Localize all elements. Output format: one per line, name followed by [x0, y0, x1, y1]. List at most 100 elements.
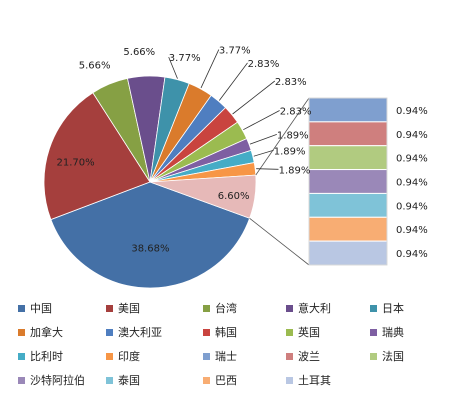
secondary-bar-segment: [308, 121, 388, 147]
legend-swatch: [203, 376, 210, 384]
legend-swatch: [106, 376, 113, 384]
pie-slice-label: 21.70%: [57, 157, 95, 168]
legend-label: 巴西: [215, 374, 237, 387]
legend-label: 加拿大: [30, 326, 63, 339]
leader-line: [243, 110, 280, 131]
legend-swatch: [18, 376, 25, 384]
leader-line: [256, 168, 279, 170]
pie-slice-label: 1.89%: [277, 130, 309, 141]
pie-slice-label: 2.83%: [275, 77, 307, 88]
legend-label: 澳大利亚: [118, 326, 162, 339]
legend-item: 瑞士: [203, 348, 237, 364]
pie-slice-label: 3.77%: [169, 53, 201, 64]
secondary-stacked-bar: [308, 97, 388, 266]
legend-swatch: [286, 304, 293, 312]
pie-slice: [149, 174, 257, 219]
legend-swatch: [203, 352, 210, 360]
legend-item: 美国: [106, 300, 140, 316]
legend-label: 韩国: [215, 326, 237, 339]
legend-label: 沙特阿拉伯: [30, 374, 85, 387]
legend-item: 英国: [286, 324, 320, 340]
pie-slice: [43, 92, 151, 221]
legend-label: 比利时: [30, 350, 63, 363]
legend-swatch: [203, 328, 210, 336]
legend-item: 巴西: [203, 372, 237, 388]
legend-label: 土耳其: [298, 374, 331, 387]
legend-item: 澳大利亚: [106, 324, 162, 340]
secondary-bar-segment: [308, 145, 388, 171]
connector-line: [255, 97, 310, 176]
pie-of-pie-chart: 38.68% 21.70% 5.66% 5.66% 3.77% 3.77% 2.83% 2.8…: [43, 46, 428, 289]
legend-row: 沙特阿拉伯 泰国 巴西 土耳其: [18, 372, 448, 388]
legend-swatch: [203, 304, 210, 312]
legend-label: 印度: [118, 350, 140, 363]
legend-swatch: [370, 352, 377, 360]
legend-item: 日本: [370, 300, 404, 316]
secondary-bar-segment: [308, 169, 388, 194]
pie-slice-label: 1.89%: [274, 146, 306, 157]
leader-line: [218, 62, 248, 101]
legend-item: 泰国: [106, 372, 140, 388]
leader-line: [200, 49, 220, 89]
legend-swatch: [106, 328, 113, 336]
legend-item: 法国: [370, 348, 404, 364]
secondary-bar-segment: [308, 97, 388, 123]
legend-item: 中国: [18, 300, 52, 316]
legend-label: 美国: [118, 302, 140, 315]
legend-item: 加拿大: [18, 324, 63, 340]
legend-label: 瑞典: [382, 326, 404, 339]
legend-row: 加拿大 澳大利亚 韩国 英国 瑞典: [18, 324, 448, 340]
legend-swatch: [18, 352, 25, 360]
pie-slice: [50, 181, 251, 289]
secondary-bar-label: 0.94%: [396, 106, 428, 117]
legend-item: 沙特阿拉伯: [18, 372, 85, 388]
main-pie: [43, 75, 257, 289]
secondary-bar-label: 0.94%: [396, 225, 428, 236]
legend-label: 日本: [382, 302, 404, 315]
legend-item: 波兰: [286, 348, 320, 364]
pie-slice-label: 1.89%: [279, 165, 311, 176]
legend-swatch: [106, 352, 113, 360]
legend-item: 瑞典: [370, 324, 404, 340]
leader-line: [168, 56, 178, 79]
secondary-bar-label: 0.94%: [396, 201, 428, 212]
connector-lines: [249, 97, 310, 266]
legend-item: 比利时: [18, 348, 63, 364]
legend-label: 瑞士: [215, 350, 237, 363]
legend-label: 波兰: [298, 350, 320, 363]
secondary-bar-segment: [308, 192, 388, 218]
leader-line: [249, 134, 277, 145]
secondary-bar-label: 0.94%: [396, 249, 428, 260]
secondary-bar-label: 0.94%: [396, 130, 428, 141]
secondary-bar-segment: [308, 216, 388, 242]
legend-item: 韩国: [203, 324, 237, 340]
legend-swatch: [18, 328, 25, 336]
legend-swatch: [18, 304, 25, 312]
legend-swatch: [286, 376, 293, 384]
pie-slice-label: 6.60%: [218, 191, 250, 202]
pie-slice-label: 3.77%: [219, 46, 251, 57]
data-labels: 38.68% 21.70% 5.66% 5.66% 3.77% 3.77% 2.83% 2.8…: [57, 46, 428, 261]
legend-label: 意大利: [298, 302, 331, 315]
legend-label: 泰国: [118, 374, 140, 387]
legend-row: 比利时 印度 瑞士 波兰 法国: [18, 348, 448, 364]
secondary-bar-label: 0.94%: [396, 178, 428, 189]
legend-swatch: [286, 352, 293, 360]
pie-slice-label: 2.83%: [248, 59, 280, 70]
connector-line: [249, 217, 310, 266]
pie-slice-label: 38.68%: [131, 244, 169, 255]
leader-line: [232, 80, 276, 115]
pie-slice-label: 2.83%: [280, 107, 312, 118]
legend-swatch: [370, 328, 377, 336]
legend-label: 英国: [298, 326, 320, 339]
legend-swatch: [370, 304, 377, 312]
legend-label: 台湾: [215, 302, 237, 315]
legend-swatch: [286, 328, 293, 336]
legend-item: 台湾: [203, 300, 237, 316]
legend-label: 法国: [382, 350, 404, 363]
leader-line: [253, 149, 274, 157]
secondary-bar-label: 0.94%: [396, 154, 428, 165]
legend-item: 土耳其: [286, 372, 331, 388]
legend-row: 中国 美国 台湾 意大利 日本: [18, 300, 448, 316]
pie-slice-label: 5.66%: [79, 61, 111, 72]
